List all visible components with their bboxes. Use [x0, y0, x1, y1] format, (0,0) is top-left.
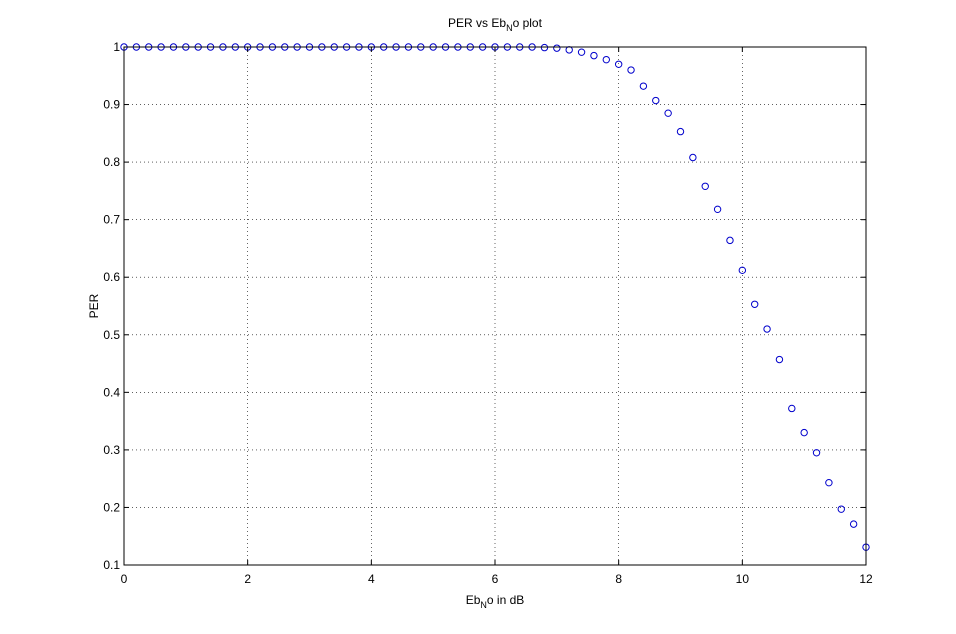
data-point: [763, 325, 771, 333]
data-point: [825, 478, 833, 487]
data-point: [553, 44, 561, 52]
data-point: [713, 205, 722, 214]
data-point: [800, 428, 808, 437]
y-tick-label: 0.8: [103, 155, 120, 169]
y-tick-label: 0.1: [103, 558, 120, 572]
x-axis-title: EbNo in dB: [466, 593, 525, 610]
y-tick-label: 0.2: [103, 500, 120, 514]
y-tick-label: 0.5: [103, 328, 120, 342]
y-axis-title: PER: [87, 293, 101, 318]
data-point: [540, 43, 549, 52]
data-point: [602, 55, 610, 64]
x-tick-label: 4: [368, 572, 375, 586]
data-point: [590, 51, 598, 60]
y-tick-label: 0.3: [103, 443, 120, 457]
plot-background: [124, 47, 866, 565]
x-tick-label: 2: [244, 572, 251, 586]
x-tick-label: 0: [121, 572, 128, 586]
data-point: [812, 449, 821, 457]
ticks: 0 2 4 6 8 10 12 0.1 0.2 0.3 0.4 0.5 0.6 0.7 0.8 0.9 1: [103, 40, 873, 586]
data-point: [664, 109, 672, 117]
data-point: [751, 300, 759, 308]
x-tick-label: 12: [859, 572, 873, 586]
data-point: [639, 82, 648, 90]
data-point: [788, 404, 796, 413]
y-tick-label: 0.7: [103, 213, 120, 227]
data-point: [849, 520, 858, 528]
data-point: [689, 153, 697, 162]
y-tick-label: 0.6: [103, 270, 120, 284]
chart-title: PER vs EbNo plot: [448, 16, 543, 33]
data-point: [726, 236, 734, 245]
data-point: [652, 96, 660, 105]
data-point: [775, 355, 784, 364]
y-tick-label: 1: [113, 40, 120, 54]
x-tick-label: 10: [736, 572, 750, 586]
data-point: [738, 266, 747, 275]
data-point: [614, 60, 623, 68]
data-point: [577, 48, 586, 56]
y-tick-label: 0.4: [103, 385, 120, 399]
data-point: [701, 182, 709, 190]
y-tick-label: 0.9: [103, 98, 120, 112]
x-tick-label: 6: [492, 572, 499, 586]
data-point: [837, 505, 845, 513]
data-point: [676, 127, 685, 136]
data-point: [627, 66, 635, 74]
x-tick-label: 8: [615, 572, 622, 586]
